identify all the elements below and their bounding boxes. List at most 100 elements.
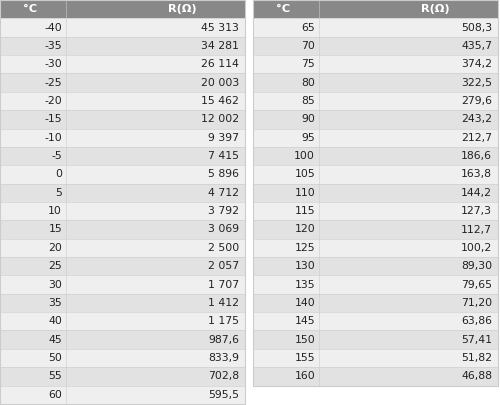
Text: 435,7: 435,7 <box>461 41 492 51</box>
Text: -5: -5 <box>52 151 62 161</box>
Text: 110: 110 <box>294 188 315 198</box>
Text: 212,7: 212,7 <box>461 133 492 143</box>
Bar <box>0 239 245 257</box>
Text: 2 500: 2 500 <box>208 243 239 253</box>
Bar <box>0 0 245 404</box>
Text: R(Ω): R(Ω) <box>421 4 450 14</box>
Text: 26 114: 26 114 <box>201 59 239 69</box>
Text: 70: 70 <box>302 41 315 51</box>
Text: -30: -30 <box>44 59 62 69</box>
Bar <box>253 183 498 202</box>
Text: 127,3: 127,3 <box>461 206 492 216</box>
Bar <box>0 165 245 183</box>
Text: 50: 50 <box>48 353 62 363</box>
Text: 100,2: 100,2 <box>461 243 492 253</box>
Bar <box>253 128 498 147</box>
Text: 3 069: 3 069 <box>208 224 239 234</box>
Text: 2 057: 2 057 <box>208 261 239 271</box>
Text: 105: 105 <box>294 169 315 179</box>
Text: 7 415: 7 415 <box>208 151 239 161</box>
Text: 4 712: 4 712 <box>208 188 239 198</box>
Bar <box>0 220 245 239</box>
Bar <box>253 257 498 275</box>
Text: 120: 120 <box>294 224 315 234</box>
Bar <box>0 92 245 110</box>
Text: -35: -35 <box>44 41 62 51</box>
Text: 186,6: 186,6 <box>461 151 492 161</box>
Text: °C: °C <box>22 4 37 14</box>
Bar <box>253 18 498 37</box>
Bar <box>253 92 498 110</box>
Text: 1 175: 1 175 <box>208 316 239 326</box>
Text: 80: 80 <box>302 78 315 87</box>
Bar <box>0 257 245 275</box>
Bar <box>253 275 498 294</box>
Text: 702,8: 702,8 <box>208 371 239 382</box>
Text: 63,86: 63,86 <box>461 316 492 326</box>
Text: -20: -20 <box>44 96 62 106</box>
Text: 71,20: 71,20 <box>461 298 492 308</box>
Text: 20 003: 20 003 <box>201 78 239 87</box>
Text: 12 002: 12 002 <box>201 114 239 124</box>
Text: 1 412: 1 412 <box>208 298 239 308</box>
Bar <box>0 73 245 92</box>
Bar <box>253 202 498 220</box>
Text: 135: 135 <box>294 279 315 290</box>
Text: 145: 145 <box>294 316 315 326</box>
Bar <box>0 312 245 330</box>
Bar <box>253 367 498 386</box>
Bar <box>253 349 498 367</box>
Text: 508,3: 508,3 <box>461 23 492 32</box>
Bar <box>253 239 498 257</box>
Bar <box>0 330 245 349</box>
Bar <box>253 294 498 312</box>
Text: -10: -10 <box>44 133 62 143</box>
Text: R(Ω): R(Ω) <box>168 4 196 14</box>
Text: 595,5: 595,5 <box>208 390 239 400</box>
Bar <box>0 183 245 202</box>
Bar <box>0 386 245 404</box>
Text: 125: 125 <box>294 243 315 253</box>
Text: 57,41: 57,41 <box>461 335 492 345</box>
Bar <box>253 55 498 73</box>
Bar <box>253 37 498 55</box>
Text: 15: 15 <box>48 224 62 234</box>
Bar <box>0 18 245 37</box>
Text: 1 707: 1 707 <box>208 279 239 290</box>
Text: 160: 160 <box>294 371 315 382</box>
Bar <box>0 275 245 294</box>
Text: 112,7: 112,7 <box>461 224 492 234</box>
Bar <box>0 147 245 165</box>
Text: 30: 30 <box>48 279 62 290</box>
Text: 144,2: 144,2 <box>461 188 492 198</box>
Text: 40: 40 <box>48 316 62 326</box>
Text: 35: 35 <box>48 298 62 308</box>
Bar <box>0 128 245 147</box>
Bar <box>253 0 498 18</box>
Text: 15 462: 15 462 <box>201 96 239 106</box>
Bar <box>253 220 498 239</box>
Text: 0: 0 <box>55 169 62 179</box>
Bar <box>253 110 498 128</box>
Text: 46,88: 46,88 <box>461 371 492 382</box>
Text: 374,2: 374,2 <box>461 59 492 69</box>
Text: 45 313: 45 313 <box>201 23 239 32</box>
Text: 987,6: 987,6 <box>208 335 239 345</box>
Text: 65: 65 <box>302 23 315 32</box>
Bar <box>253 147 498 165</box>
Text: 89,30: 89,30 <box>461 261 492 271</box>
Text: 243,2: 243,2 <box>461 114 492 124</box>
Bar <box>0 349 245 367</box>
Bar <box>253 0 498 386</box>
Bar <box>253 165 498 183</box>
Text: 34 281: 34 281 <box>201 41 239 51</box>
Bar <box>0 37 245 55</box>
Text: 90: 90 <box>302 114 315 124</box>
Text: 130: 130 <box>294 261 315 271</box>
Text: -15: -15 <box>44 114 62 124</box>
Text: 155: 155 <box>294 353 315 363</box>
Text: 322,5: 322,5 <box>461 78 492 87</box>
Text: 51,82: 51,82 <box>461 353 492 363</box>
Text: 85: 85 <box>302 96 315 106</box>
Bar <box>0 110 245 128</box>
